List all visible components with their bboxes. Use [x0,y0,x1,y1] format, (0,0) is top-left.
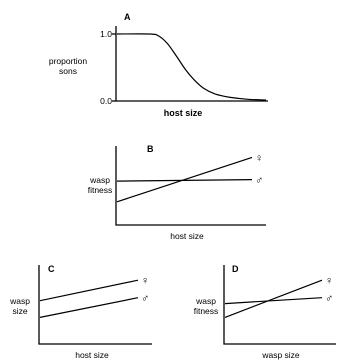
panel-d-label: D [232,264,239,274]
panel-c-ylabel-line1: wasp [9,296,30,306]
panel-a-xlabel: host size [164,108,203,118]
panel-d-series-female-line [224,279,323,318]
panel-b-label: B [147,144,154,154]
panel-d-ylabel-line1: wasp [195,296,216,306]
panel-a-label: A [124,12,131,22]
panel-a-ytick-bottom: 0.0 [100,96,112,106]
panel-b-series-female-line [116,156,253,203]
panel-c-plot: ♀♂ [39,275,149,318]
panel-b-series-male-label: ♂ [255,175,263,187]
panel-c-label: C [48,264,55,274]
panel-a-axes [115,26,268,102]
panel-b-ylabel-line1: wasp [89,175,110,185]
panel-b-ylabel-line2: fitness [88,185,113,195]
panel-c-series-female-line [39,279,139,302]
panel-c-axes [38,265,152,345]
panel-b-plot: ♀♂ [116,152,263,203]
panel-c: C wasp size host size ♀♂ [9,264,152,360]
panel-d: D wasp fitness wasp size ♀♂ [194,264,336,360]
panel-d-series-male-line [224,297,323,305]
panel-a-ytick-top: 1.0 [100,29,112,39]
panel-b-xlabel: host size [170,231,204,241]
panel-c-series-male-label: ♂ [141,293,149,305]
panel-a-series-curve-line [116,33,267,101]
panel-d-ylabel-line2: fitness [194,306,219,316]
panel-b-axes [115,146,266,226]
panel-d-series-female-label: ♀ [325,275,333,287]
panel-d-plot: ♀♂ [224,275,333,318]
panel-b-series-female-label: ♀ [255,152,263,164]
panel-a: A proportion sons 1.0 0.0 host size [49,12,268,118]
panel-c-series-male-line [39,297,139,318]
panel-c-ylabel-line2: size [12,306,27,316]
panel-a-ylabel-line2: sons [59,66,77,76]
panel-d-series-male-label: ♂ [325,293,333,305]
panel-d-axes [223,265,336,345]
panel-a-ylabel-line1: proportion [49,56,88,66]
panel-c-xlabel: host size [75,350,109,360]
panel-a-plot [116,33,267,101]
panel-b: B wasp fitness host size ♀♂ [88,144,266,241]
panel-b-series-male-line [116,179,253,182]
panel-d-xlabel: wasp size [261,350,300,360]
panel-c-series-female-label: ♀ [141,275,149,287]
